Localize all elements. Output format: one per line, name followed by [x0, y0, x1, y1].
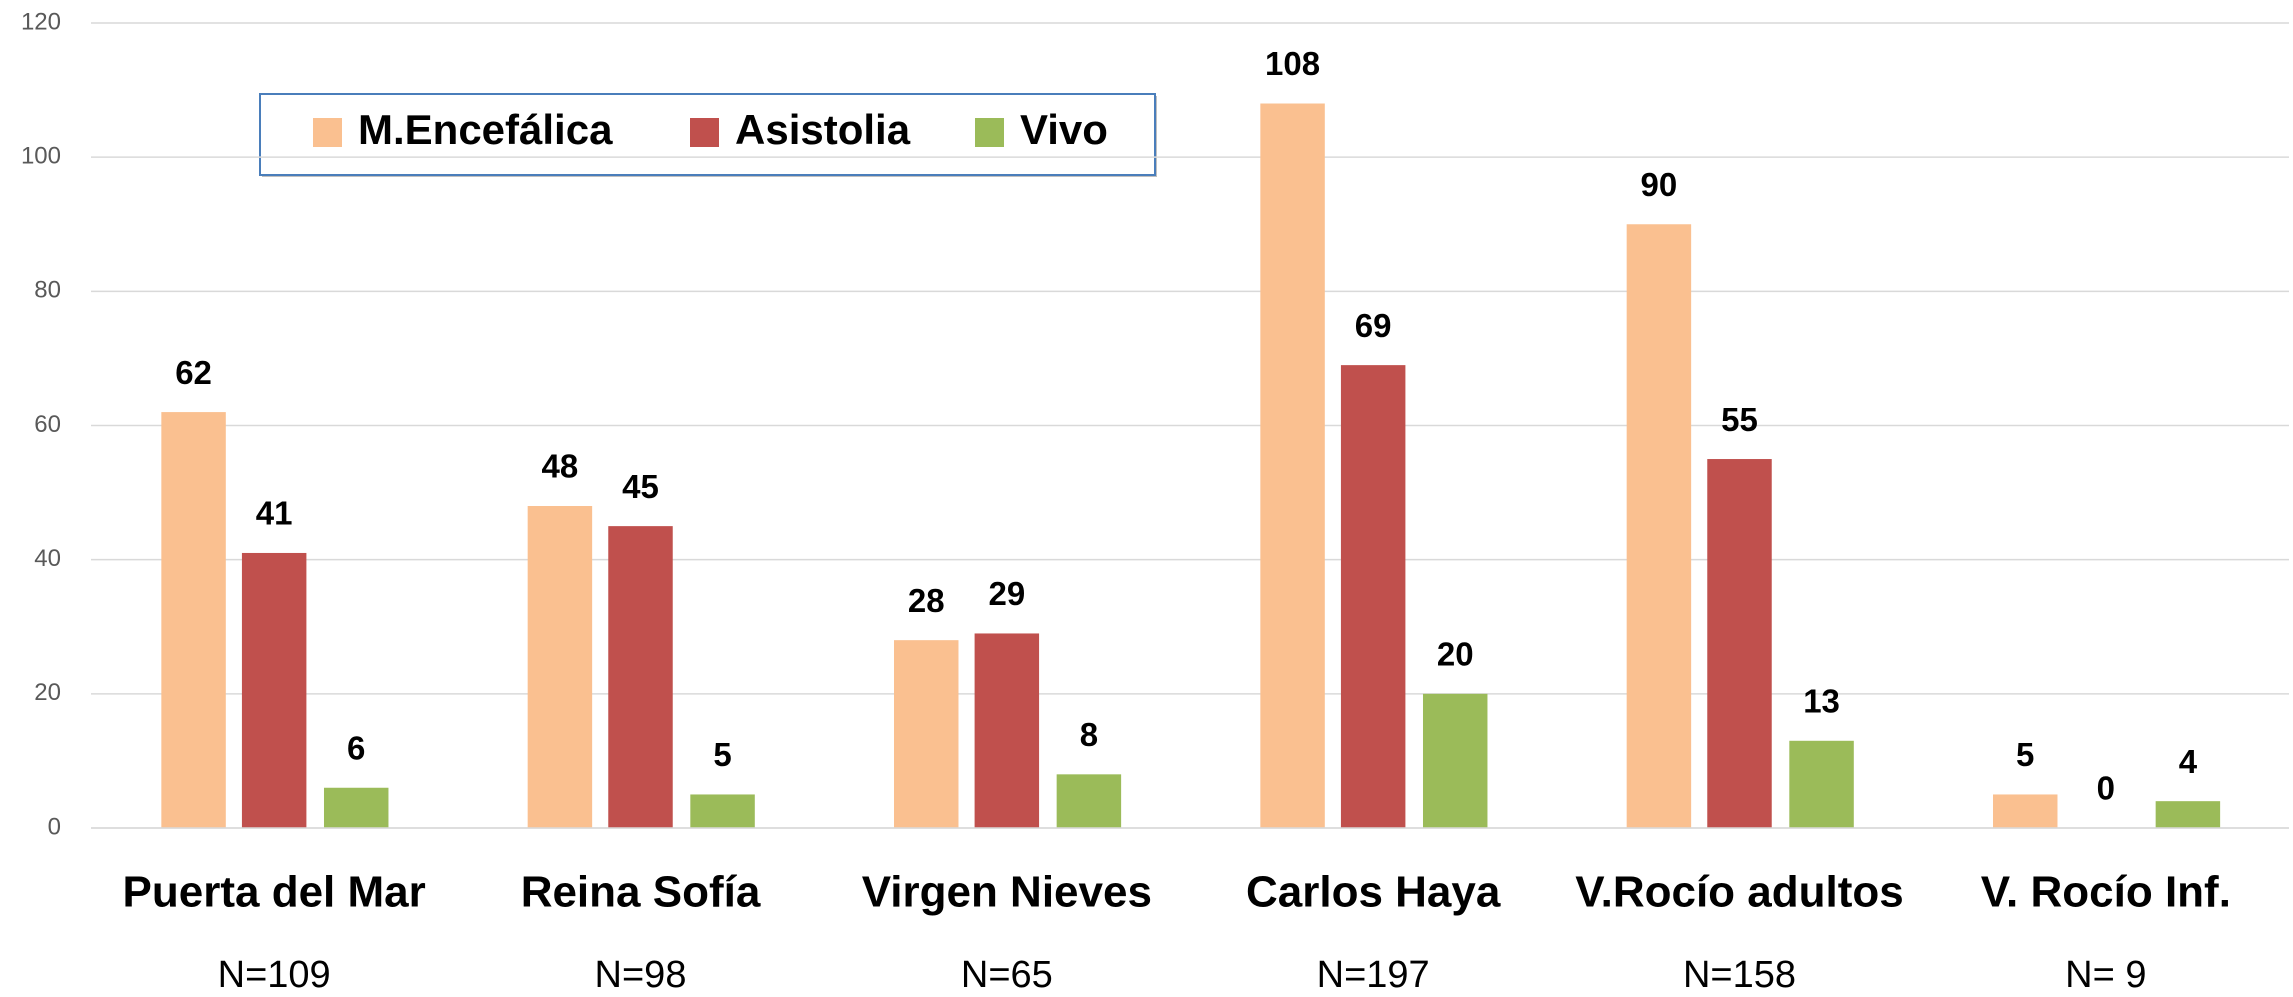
- category-note: N=65: [961, 954, 1053, 996]
- bar: [323, 787, 389, 828]
- category-note: N=158: [1683, 954, 1796, 996]
- bar: [2155, 801, 2221, 828]
- y-tick-label: 60: [34, 411, 61, 438]
- data-label: 0: [2097, 770, 2115, 807]
- bar: [1260, 103, 1325, 828]
- data-label: 5: [2016, 736, 2034, 773]
- x-tick-label: Virgen Nieves: [862, 868, 1152, 917]
- data-label: 29: [988, 575, 1025, 612]
- category-note: N= 9: [2065, 954, 2146, 996]
- bar: [1626, 224, 1692, 828]
- bar: [527, 506, 593, 828]
- legend-label: Asistolia: [735, 106, 911, 153]
- category-note: N=109: [218, 954, 331, 996]
- data-label: 20: [1437, 636, 1474, 673]
- data-label: 62: [175, 354, 212, 391]
- bar: [241, 552, 307, 828]
- data-label: 28: [908, 582, 945, 619]
- data-label: 4: [2179, 743, 2198, 780]
- data-label: 45: [622, 468, 659, 505]
- bar: [894, 640, 959, 828]
- legend-label: Vivo: [1020, 106, 1108, 153]
- y-tick-label: 20: [34, 679, 61, 706]
- bar: [974, 633, 1040, 828]
- data-label: 55: [1721, 401, 1758, 438]
- category-note: N=98: [595, 954, 687, 996]
- legend-label: M.Encefálica: [358, 106, 613, 153]
- bar: [608, 526, 673, 828]
- x-tick-label: V. Rocío Inf.: [1981, 868, 2231, 917]
- data-label: 69: [1355, 307, 1392, 344]
- bar: [690, 794, 755, 828]
- data-label: 6: [347, 729, 365, 766]
- bar: [1340, 365, 1406, 828]
- bar: [1056, 774, 1122, 828]
- data-label: 48: [542, 448, 579, 485]
- x-tick-label: Carlos Haya: [1246, 868, 1501, 917]
- bar: [1422, 693, 1488, 828]
- legend-swatch: [313, 118, 342, 147]
- bar: [1789, 740, 1854, 828]
- legend-swatch: [975, 118, 1004, 147]
- data-label: 41: [256, 495, 293, 532]
- data-label: 90: [1641, 166, 1678, 203]
- data-label: 5: [713, 736, 731, 773]
- x-tick-label: Puerta del Mar: [123, 868, 426, 917]
- data-label: 8: [1080, 716, 1098, 753]
- legend-swatch: [690, 118, 719, 147]
- bar: [1993, 794, 2058, 828]
- category-note: N=197: [1317, 954, 1430, 996]
- data-label: 13: [1803, 683, 1840, 720]
- y-tick-label: 0: [48, 813, 61, 840]
- x-tick-label: V.Rocío adultos: [1575, 868, 1903, 917]
- x-tick-label: Reina Sofía: [521, 868, 761, 917]
- bar: [161, 412, 226, 828]
- bar: [1707, 459, 1772, 828]
- y-tick-label: 120: [21, 8, 61, 35]
- y-tick-label: 80: [34, 277, 61, 304]
- data-label: 108: [1265, 45, 1320, 82]
- y-tick-label: 40: [34, 545, 61, 572]
- y-tick-label: 100: [21, 143, 61, 170]
